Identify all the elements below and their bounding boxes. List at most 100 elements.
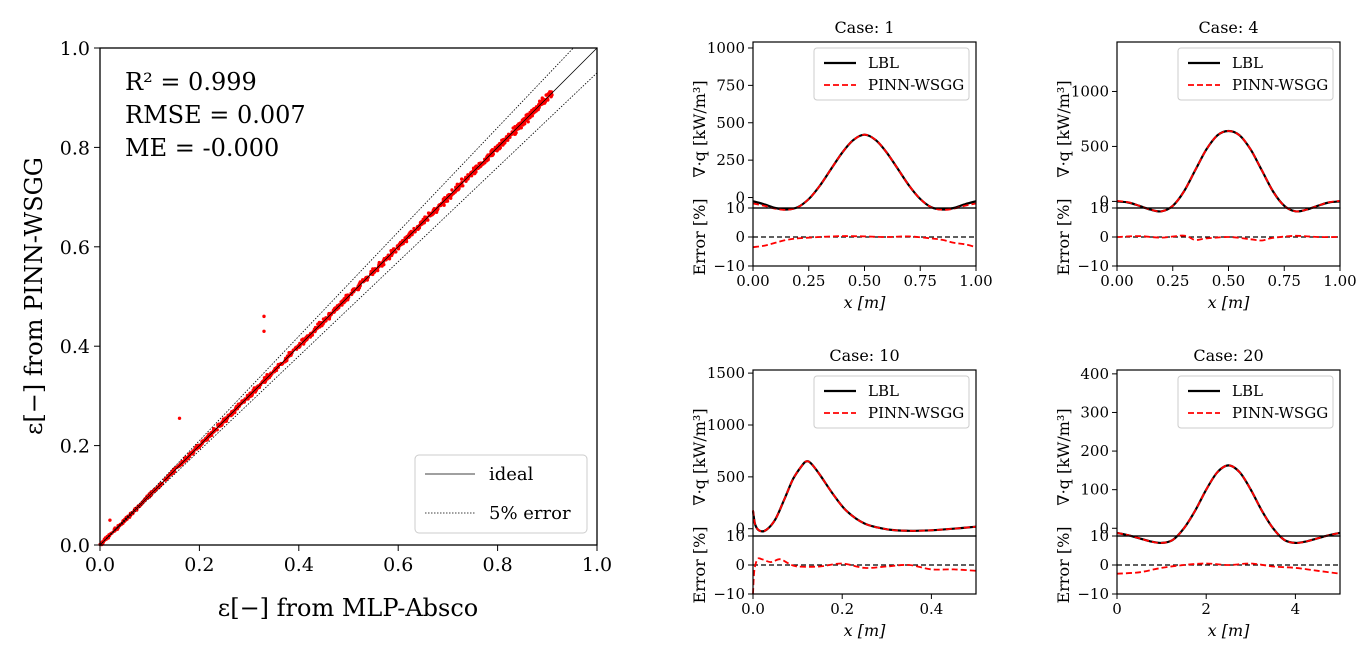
y-axis-label: ∇·q [kW/m³] <box>690 408 709 505</box>
scatter-point <box>266 373 271 378</box>
ytick-label: 500 <box>716 468 745 486</box>
parity-ytick-label: 0.8 <box>60 137 90 159</box>
ytick-label: 200 <box>1080 442 1109 460</box>
ytick-label: 500 <box>716 114 745 132</box>
legend-box <box>813 375 970 429</box>
case-title: Case: 10 <box>829 346 899 365</box>
xtick-label: 0.50 <box>848 272 881 290</box>
scatter-point <box>526 112 530 117</box>
xtick-label: 0.25 <box>1156 272 1189 290</box>
scatter-point <box>327 317 332 321</box>
ytick-label: 750 <box>716 76 745 94</box>
case-title: Case: 4 <box>1198 18 1258 37</box>
err-ytick-label: 0 <box>1099 556 1109 574</box>
case-legend: LBL PINN-WSGG <box>1177 375 1334 429</box>
case-legend: LBL PINN-WSGG <box>1177 47 1334 101</box>
xtick-label: 4 <box>1291 600 1301 618</box>
scatter-point <box>356 287 361 292</box>
scatter-point <box>177 463 181 467</box>
parity-ytick-label: 1.0 <box>60 38 90 60</box>
scatter-point <box>313 327 317 331</box>
err-ytick-label: −10 <box>713 585 745 603</box>
scatter-point <box>545 93 549 97</box>
scatter-point <box>272 370 276 374</box>
scatter-point <box>164 476 168 480</box>
error-axis-label: Error [%] <box>690 198 709 275</box>
legend-lbl-label: LBL <box>868 382 899 400</box>
x-axis-label: x [m] <box>844 293 887 312</box>
scatter-point <box>469 173 473 177</box>
scatter-point <box>442 203 446 207</box>
scatter-point <box>474 164 479 168</box>
series-pinn-line <box>752 133 977 211</box>
ytick-label: 1000 <box>707 416 745 434</box>
scatter-point <box>249 391 253 395</box>
err-ytick-label: 10 <box>726 527 745 545</box>
upper-5pct-line <box>99 47 574 546</box>
xtick-label: 0.4 <box>919 600 943 618</box>
scatter-point <box>461 184 465 188</box>
err-ytick-label: −10 <box>1077 585 1109 603</box>
scatter-point <box>425 215 429 219</box>
scatter-point <box>542 101 547 105</box>
series-pinn-line <box>1116 130 1341 213</box>
xtick-label: 0.0 <box>741 600 765 618</box>
ytick-label: 0 <box>735 520 745 538</box>
error-axis-label: Error [%] <box>1054 198 1073 275</box>
err-ytick-label: 10 <box>726 199 745 217</box>
err-ytick-label: −10 <box>713 257 745 275</box>
scatter-point <box>460 177 464 181</box>
xtick-label: 1.00 <box>959 272 992 290</box>
parity-frame <box>99 47 598 546</box>
case-title: Case: 20 <box>1193 346 1263 365</box>
legend-pinn-label: PINN-WSGG <box>1232 404 1328 422</box>
legend-lbl-label: LBL <box>868 54 899 72</box>
parity-xtick-label: 0.6 <box>383 554 413 576</box>
scatter-point <box>285 358 289 363</box>
scatter-point <box>345 296 350 301</box>
legend-box <box>1177 375 1334 429</box>
ytick-label: 0 <box>735 189 745 207</box>
xtick-label: 0.50 <box>1212 272 1245 290</box>
scatter-point <box>524 117 529 122</box>
ytick-label: 1500 <box>707 364 745 382</box>
parity-ytick-label: 0.4 <box>60 336 90 358</box>
error-line <box>1116 234 1341 242</box>
parity-xtick-label: 0.2 <box>184 554 214 576</box>
scatter-point <box>316 322 320 326</box>
y-axis-label: ∇·q [kW/m³] <box>690 80 709 177</box>
x-axis-label: x [m] <box>1208 293 1251 312</box>
xtick-label: 0.00 <box>736 272 769 290</box>
scatter-point <box>361 278 365 282</box>
y-axis-label: ∇·q [kW/m³] <box>1054 408 1073 505</box>
ytick-label: 400 <box>1080 365 1109 383</box>
err-ytick-label: 10 <box>1090 199 1109 217</box>
scatter-point <box>423 219 427 223</box>
parity-ytick-label: 0.0 <box>60 535 90 557</box>
scatter-point <box>329 312 333 317</box>
scatter-point <box>520 118 525 122</box>
legend-lbl-label: LBL <box>1232 382 1263 400</box>
xtick-label: 0.00 <box>1100 272 1133 290</box>
xtick-label: 1.00 <box>1323 272 1356 290</box>
error-line <box>1116 562 1341 575</box>
parity-xlabel: ε[−] from MLP-Absco <box>218 594 478 622</box>
series-lbl-line <box>751 460 977 533</box>
scatter-point <box>450 188 454 192</box>
scatter-point <box>148 493 153 498</box>
scatter-point <box>212 427 216 431</box>
scatter-point <box>514 131 518 135</box>
xtick-label: 0.75 <box>1268 272 1301 290</box>
series-pinn-line <box>1116 464 1341 544</box>
x-axis-label: x [m] <box>1208 621 1251 640</box>
parity-ticks: 0.00.0 0.2 0.2 0.4 0.4 0.6 0.6 0.8 0.8 1.0 1.0 <box>60 38 612 576</box>
parity-xtick-label: 0.8 <box>482 554 512 576</box>
scatter-outlier <box>108 518 112 522</box>
err-ytick-label: 0 <box>735 556 745 574</box>
parity-xtick-label: 0.0 <box>85 554 115 576</box>
scatter-point <box>342 298 347 302</box>
error-axis-label: Error [%] <box>1054 526 1073 603</box>
